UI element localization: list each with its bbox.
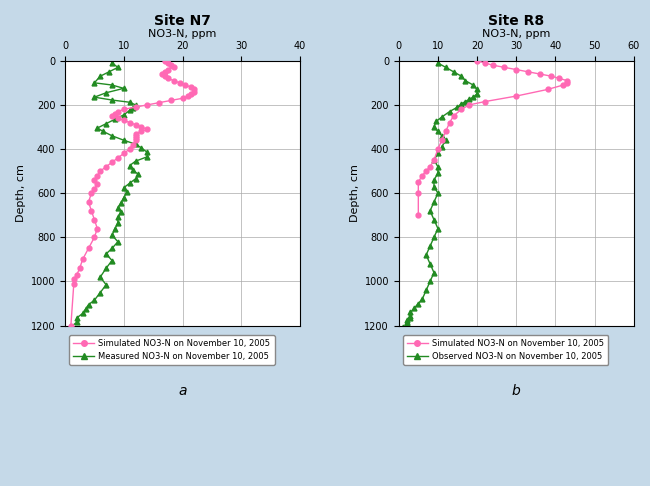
X-axis label: NO3-N, ppm: NO3-N, ppm xyxy=(482,29,551,39)
Title: Site R8: Site R8 xyxy=(488,14,544,28)
Title: Site N7: Site N7 xyxy=(154,14,211,28)
Y-axis label: Depth, cm: Depth, cm xyxy=(350,164,360,222)
Text: a: a xyxy=(178,384,187,398)
Legend: Simulated NO3-N on November 10, 2005, Observed NO3-N on November 10, 2005: Simulated NO3-N on November 10, 2005, Ob… xyxy=(403,335,608,365)
Y-axis label: Depth, cm: Depth, cm xyxy=(16,164,27,222)
Text: b: b xyxy=(512,384,521,398)
X-axis label: NO3-N, ppm: NO3-N, ppm xyxy=(148,29,216,39)
Legend: Simulated NO3-N on November 10, 2005, Measured NO3-N on November 10, 2005: Simulated NO3-N on November 10, 2005, Me… xyxy=(69,335,274,365)
